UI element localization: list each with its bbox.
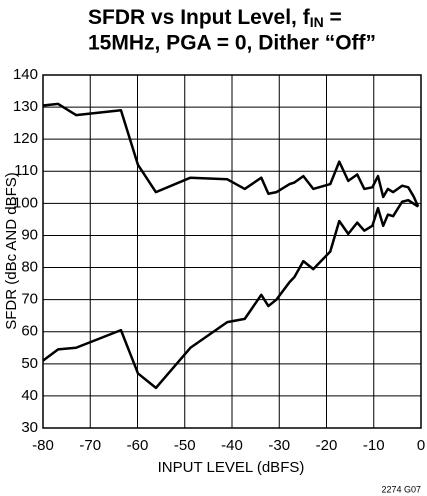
y-tick-label: 50	[21, 355, 38, 372]
x-tick-label: -10	[363, 437, 385, 454]
y-tick-label: 70	[21, 291, 38, 308]
y-tick-label: 110	[14, 162, 38, 179]
title-part: SFDR vs Input Level, f	[88, 6, 311, 29]
x-tick-label: 0	[417, 437, 425, 454]
y-tick-label: 90	[21, 226, 38, 243]
y-tick-label: 30	[21, 419, 38, 436]
x-tick-label: -50	[174, 437, 196, 454]
y-tick-label: 60	[21, 323, 38, 340]
chart-title: SFDR vs Input Level, fIN =	[88, 6, 342, 30]
x-tick-label: -80	[32, 437, 54, 454]
y-tick-label: 80	[21, 259, 38, 276]
title-part: =	[324, 6, 342, 29]
chart-title: 15MHz, PGA = 0, Dither “Off”	[88, 32, 376, 55]
y-tick-label: 120	[13, 130, 38, 147]
title-subscript: IN	[310, 14, 324, 30]
plot-frame	[42, 74, 422, 429]
x-tick-label: -30	[268, 437, 290, 454]
y-tick-label: 40	[21, 387, 38, 404]
y-tick-label: 140	[13, 66, 38, 83]
y-tick-label: 100	[13, 194, 38, 211]
x-tick-label: -40	[221, 437, 243, 454]
data-line	[42, 198, 419, 390]
x-axis-label: INPUT LEVEL (dBFS)	[158, 459, 305, 476]
x-tick-label: -70	[79, 437, 101, 454]
figure-note: 2274 G07	[381, 484, 421, 494]
y-axis-label: SFDR (dBc AND dBFS)	[3, 172, 20, 330]
x-tick-label: -60	[127, 437, 149, 454]
y-tick-label: 130	[13, 98, 38, 115]
data-line	[42, 102, 420, 208]
x-tick-label: -20	[316, 437, 338, 454]
